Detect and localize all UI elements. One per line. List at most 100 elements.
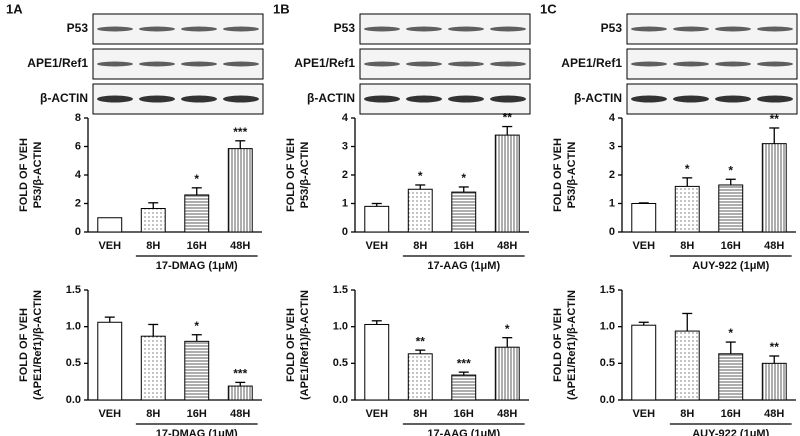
y-axis-label: FOLD OF VEH [18,308,30,382]
significance: ** [416,334,426,348]
y-tick-label: 0.0 [600,394,615,406]
blot-band [364,95,400,103]
blot-band [364,61,400,67]
blot-label: APE1/Ref1 [27,56,88,70]
blot-band [715,61,751,67]
significance: *** [233,125,247,139]
panel-label: 1A [6,1,23,16]
bar [451,374,477,401]
bar [761,362,787,401]
y-tick-label: 0.5 [600,357,615,369]
bar [631,203,657,233]
y-tick-label: 3 [609,140,615,152]
bar [407,188,433,233]
blot-label: APE1/Ref1 [294,56,355,70]
blot-band [757,95,793,103]
blot-band [757,26,793,32]
bar [494,346,520,401]
blot-label: β-ACTIN [307,91,355,105]
x-tick-label: VEH [632,408,655,420]
group-label: AUY-922 (1μM) [692,428,769,436]
blot-band [448,61,484,67]
bar [407,353,433,401]
bar [184,340,210,401]
bar [140,335,166,401]
y-tick-label: 2 [75,197,81,209]
y-tick-label: 4 [342,112,349,124]
group-label: 17-DMAG (1μM) [156,260,238,272]
y-tick-label: 1 [609,197,615,209]
significance: ** [503,111,513,125]
blot-band [631,61,667,67]
significance: * [194,172,199,186]
y-tick-label: 6 [75,140,81,152]
x-tick-label: 48H [230,408,250,420]
significance: * [418,169,423,183]
bar [674,185,700,233]
blot-band [97,61,133,67]
bar [140,207,166,233]
x-tick-label: 16H [721,240,741,252]
y-tick-label: 0.5 [66,357,81,369]
y-tick-label: 0.5 [333,357,348,369]
y-axis-label: FOLD OF VEH [285,308,297,382]
y-tick-label: 3 [342,140,348,152]
blot-band [406,95,442,103]
x-tick-label: 8H [680,240,694,252]
blot-band [757,61,793,67]
significance: * [194,319,199,333]
blot-label: P53 [67,21,89,35]
x-tick-label: 16H [187,408,207,420]
x-tick-label: 48H [764,240,784,252]
blot-band [673,95,709,103]
blot-band [448,95,484,103]
blot-band [139,26,175,32]
x-tick-label: 16H [454,240,474,252]
blot-label: P53 [601,21,623,35]
y-tick-label: 1 [342,197,348,209]
x-tick-label: 8H [413,408,427,420]
blot-band [406,61,442,67]
y-axis-label: (APE1/Ref1)/β-ACTIN [299,290,311,400]
group-label: AUY-922 (1μM) [692,260,769,272]
x-tick-label: VEH [98,408,121,420]
group-label: 17-AAG (1μM) [427,260,500,272]
blot-band [97,26,133,32]
bar [97,321,123,401]
y-axis-label: FOLD OF VEH [552,138,564,212]
y-axis-label: (APE1/Ref1)/β-ACTIN [32,290,44,400]
significance: ** [770,340,780,354]
y-tick-label: 0 [342,226,348,238]
bar [227,148,253,233]
x-tick-label: VEH [98,240,121,252]
x-tick-label: 16H [454,408,474,420]
y-tick-label: 1.0 [333,321,348,333]
blot-band [97,95,133,103]
blot-band [223,26,259,32]
blot-band [631,95,667,103]
y-tick-label: 1.0 [600,321,615,333]
blot-band [139,95,175,103]
bar [184,194,210,233]
blot-band [631,26,667,32]
blot-label: β-ACTIN [574,91,622,105]
x-tick-label: VEH [365,240,388,252]
blot-band [490,61,526,67]
blot-band [448,26,484,32]
y-tick-label: 0 [609,226,615,238]
y-axis-label: P53/β-ACTIN [566,142,578,209]
y-tick-label: 1.5 [333,284,348,296]
bar [674,330,700,401]
blot-band [223,61,259,67]
x-tick-label: 16H [721,408,741,420]
x-tick-label: 16H [187,240,207,252]
blot-band [673,26,709,32]
y-tick-label: 0.0 [66,394,81,406]
significance: *** [233,367,247,381]
y-tick-label: 1.5 [600,284,615,296]
significance: ** [770,112,780,126]
y-tick-label: 0.0 [333,394,348,406]
y-tick-label: 2 [342,169,348,181]
bar [718,184,744,233]
y-axis-label: FOLD OF VEH [285,138,297,212]
